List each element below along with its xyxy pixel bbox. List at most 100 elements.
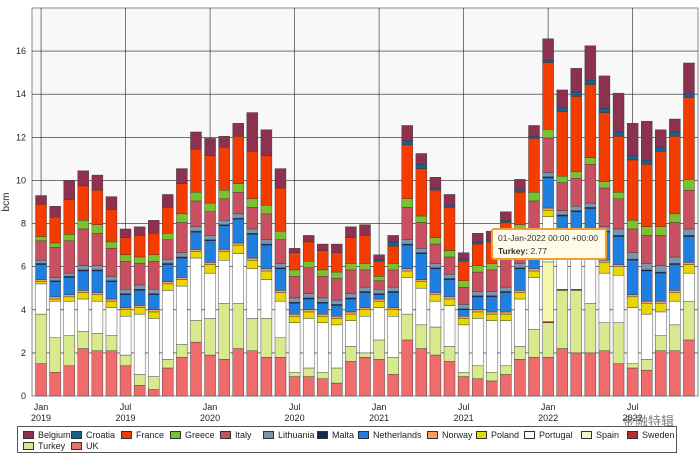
bar-segment-spain[interactable]: [542, 261, 554, 322]
bar-segment-poland[interactable]: [49, 298, 61, 302]
bar-segment-uk[interactable]: [471, 378, 484, 397]
bar-segment-belgium[interactable]: [542, 38, 554, 61]
bar-segment-greece[interactable]: [133, 256, 146, 264]
bar-segment-greece[interactable]: [584, 157, 597, 165]
bar-segment-netherlands[interactable]: [387, 292, 399, 308]
bar-segment-belgium[interactable]: [105, 196, 118, 210]
bar-segment-uk[interactable]: [49, 372, 61, 397]
bar-segment-greece[interactable]: [429, 237, 442, 245]
bar-segment-italy[interactable]: [612, 198, 625, 230]
bar-segment-netherlands[interactable]: [204, 240, 216, 263]
bar-segment-belgium[interactable]: [218, 136, 230, 148]
bar-segment-france[interactable]: [641, 164, 653, 227]
bar-segment-netherlands[interactable]: [500, 292, 512, 313]
bar-segment-lithuania[interactable]: [570, 206, 582, 211]
bar-segment-poland[interactable]: [415, 281, 428, 289]
bar-segment-norway[interactable]: [641, 300, 653, 304]
bar-segment-portugal[interactable]: [190, 257, 202, 321]
bar-segment-france[interactable]: [302, 241, 315, 262]
bar-segment-turkey[interactable]: [119, 354, 132, 367]
bar-segment-netherlands[interactable]: [443, 279, 456, 298]
bar-segment-turkey[interactable]: [570, 290, 582, 354]
bar-segment-poland[interactable]: [331, 318, 343, 326]
bar-segment-italy[interactable]: [457, 286, 470, 305]
bar-segment-italy[interactable]: [246, 207, 259, 230]
bar-segment-netherlands[interactable]: [91, 270, 104, 293]
bar-segment-croatia[interactable]: [669, 131, 681, 137]
bar-segment-greece[interactable]: [542, 129, 554, 139]
bar-segment-greece[interactable]: [119, 254, 132, 262]
bar-segment-portugal[interactable]: [401, 277, 413, 315]
bar-segment-belgium[interactable]: [471, 233, 484, 243]
bar-segment-croatia[interactable]: [570, 91, 582, 97]
bar-segment-greece[interactable]: [260, 205, 273, 215]
bar-segment-greece[interactable]: [162, 233, 174, 240]
bar-segment-belgium[interactable]: [246, 112, 259, 152]
bar-segment-norway[interactable]: [500, 311, 512, 315]
bar-segment-croatia[interactable]: [528, 136, 540, 139]
bar-segment-belgium[interactable]: [429, 177, 442, 189]
bar-segment-turkey[interactable]: [486, 372, 498, 382]
bar-segment-france[interactable]: [556, 111, 568, 177]
bar-segment-portugal[interactable]: [288, 322, 301, 373]
bar-segment-portugal[interactable]: [655, 311, 667, 336]
bar-segment-lithuania[interactable]: [105, 276, 118, 281]
bar-segment-italy[interactable]: [471, 271, 484, 292]
bar-segment-belgium[interactable]: [63, 180, 75, 201]
bar-segment-norway[interactable]: [317, 313, 329, 317]
bar-segment-italy[interactable]: [119, 261, 132, 290]
legend-item-croatia[interactable]: Croatia: [71, 429, 115, 441]
bar-segment-portugal[interactable]: [669, 300, 681, 326]
bar-segment-croatia[interactable]: [612, 131, 625, 137]
bar-segment-norway[interactable]: [49, 296, 61, 300]
legend-item-portugal[interactable]: Portugal: [524, 429, 573, 441]
bar-segment-greece[interactable]: [204, 202, 216, 212]
bar-segment-norway[interactable]: [486, 311, 498, 315]
bar-segment-poland[interactable]: [274, 292, 287, 302]
bar-segment-poland[interactable]: [317, 316, 329, 323]
bar-segment-norway[interactable]: [274, 290, 287, 293]
bar-segment-portugal[interactable]: [626, 307, 639, 364]
bar-segment-lithuania[interactable]: [317, 297, 329, 303]
bar-segment-greece[interactable]: [246, 198, 259, 208]
bar-segment-norway[interactable]: [373, 298, 385, 302]
bar-segment-lithuania[interactable]: [584, 202, 597, 208]
bar-segment-france[interactable]: [148, 233, 160, 256]
bar-segment-poland[interactable]: [91, 294, 104, 302]
bar-segment-poland[interactable]: [35, 281, 47, 285]
bar-segment-poland[interactable]: [486, 313, 498, 321]
bar-segment-uk[interactable]: [232, 348, 244, 397]
bar-segment-netherlands[interactable]: [49, 281, 61, 298]
bar-segment-norway[interactable]: [415, 279, 428, 282]
bar-segment-lithuania[interactable]: [556, 210, 568, 216]
bar-segment-netherlands[interactable]: [359, 292, 371, 308]
bar-segment-belgium[interactable]: [133, 226, 146, 236]
bar-segment-netherlands[interactable]: [105, 281, 118, 300]
bar-segment-italy[interactable]: [387, 269, 399, 288]
bar-segment-turkey[interactable]: [77, 331, 89, 349]
bar-segment-netherlands[interactable]: [260, 244, 273, 270]
bar-segment-lithuania[interactable]: [415, 248, 428, 253]
bar-segment-norway[interactable]: [119, 307, 132, 310]
bar-segment-belgium[interactable]: [415, 153, 428, 165]
bar-segment-uk[interactable]: [218, 359, 230, 397]
bar-segment-poland[interactable]: [359, 309, 371, 317]
bar-segment-turkey[interactable]: [598, 322, 611, 351]
bar-segment-belgium[interactable]: [598, 75, 611, 109]
bar-segment-belgium[interactable]: [584, 45, 597, 81]
bar-segment-greece[interactable]: [528, 192, 540, 202]
bar-segment-france[interactable]: [584, 84, 597, 159]
bar-segment-france[interactable]: [260, 155, 273, 206]
bar-segment-belgium[interactable]: [387, 235, 399, 243]
bar-segment-italy[interactable]: [133, 263, 146, 286]
bar-segment-turkey[interactable]: [260, 318, 273, 358]
bar-segment-belgium[interactable]: [457, 252, 470, 260]
legend-item-spain[interactable]: Spain: [581, 429, 619, 441]
bar-segment-netherlands[interactable]: [401, 244, 413, 270]
bar-segment-italy[interactable]: [669, 222, 681, 258]
bar-segment-netherlands[interactable]: [612, 236, 625, 265]
bar-segment-belgium[interactable]: [655, 129, 667, 148]
bar-segment-turkey[interactable]: [387, 357, 399, 375]
bar-segment-lithuania[interactable]: [331, 299, 343, 305]
bar-segment-greece[interactable]: [148, 254, 160, 262]
